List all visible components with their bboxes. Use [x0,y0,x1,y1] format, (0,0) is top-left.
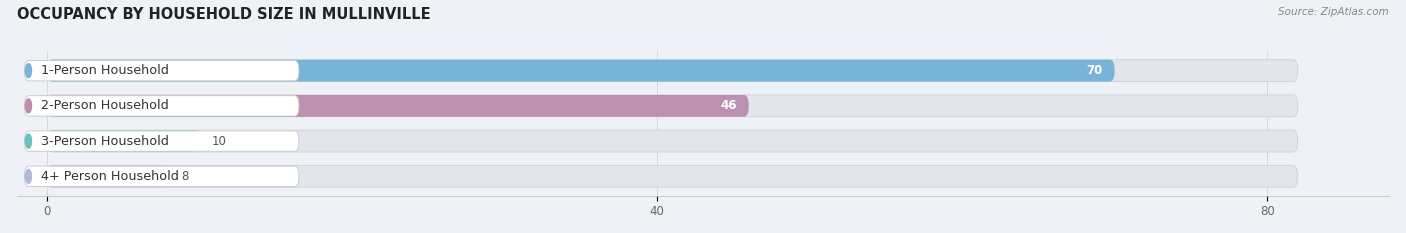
Circle shape [25,64,31,78]
FancyBboxPatch shape [48,165,169,187]
Text: 1-Person Household: 1-Person Household [41,64,169,77]
Text: 10: 10 [212,135,226,148]
Text: 3-Person Household: 3-Person Household [41,135,169,148]
FancyBboxPatch shape [48,95,1298,117]
Text: 2-Person Household: 2-Person Household [41,99,169,112]
Circle shape [25,134,31,148]
FancyBboxPatch shape [48,60,1298,82]
FancyBboxPatch shape [24,166,299,187]
FancyBboxPatch shape [48,60,1115,82]
FancyBboxPatch shape [48,130,200,152]
Text: 4+ Person Household: 4+ Person Household [41,170,179,183]
Text: Source: ZipAtlas.com: Source: ZipAtlas.com [1278,7,1389,17]
Text: 8: 8 [181,170,188,183]
FancyBboxPatch shape [24,131,299,151]
FancyBboxPatch shape [48,165,1298,187]
Circle shape [25,99,31,113]
Circle shape [25,169,31,183]
FancyBboxPatch shape [24,96,299,116]
Text: 46: 46 [720,99,737,112]
Text: 70: 70 [1087,64,1102,77]
FancyBboxPatch shape [24,60,299,81]
FancyBboxPatch shape [48,95,749,117]
Text: OCCUPANCY BY HOUSEHOLD SIZE IN MULLINVILLE: OCCUPANCY BY HOUSEHOLD SIZE IN MULLINVIL… [17,7,430,22]
FancyBboxPatch shape [48,130,1298,152]
